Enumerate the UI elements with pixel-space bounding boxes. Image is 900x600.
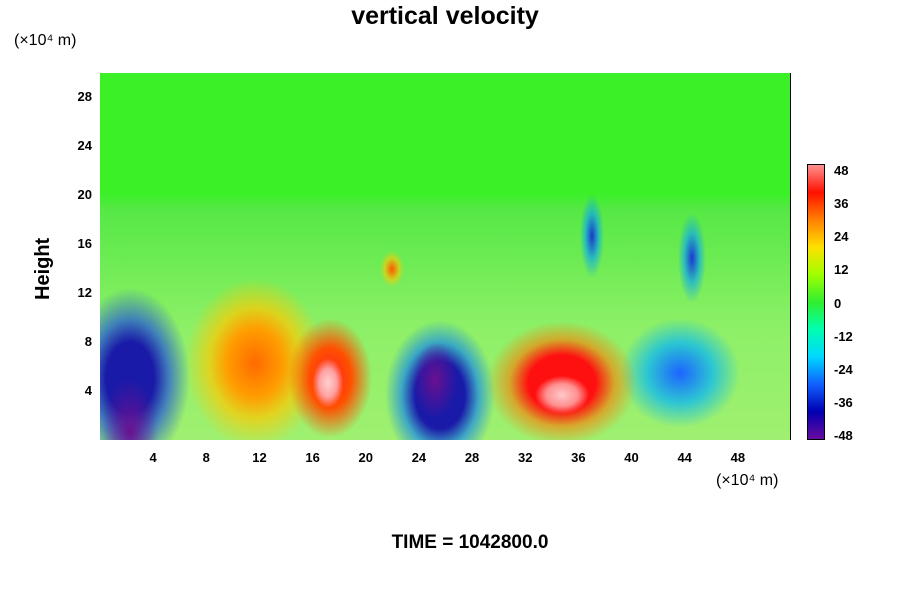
heatmap-plot — [100, 73, 791, 440]
chart-title: vertical velocity — [351, 2, 539, 30]
y-tick-label: 4 — [84, 383, 92, 399]
x-tick-label: 28 — [464, 450, 480, 465]
y-axis-unit: (×10⁴ m) — [14, 32, 77, 49]
x-tick-label: 12 — [252, 450, 267, 465]
x-tick-label: 8 — [202, 450, 210, 465]
x-tick-label: 16 — [305, 450, 320, 465]
colorbar-tick-label: -48 — [834, 428, 853, 443]
y-tick-label: 28 — [77, 89, 92, 105]
x-tick-label: 4 — [149, 450, 157, 465]
y-tick-label: 16 — [77, 236, 92, 252]
colorbar-tick-label: 48 — [834, 163, 849, 178]
colorbar-tick-label: -12 — [834, 328, 853, 344]
x-tick-label: 24 — [411, 450, 427, 465]
colorbar-tick-label: 36 — [834, 196, 849, 212]
colorbar-tick-label: 24 — [834, 229, 849, 245]
y-tick-label: 8 — [84, 334, 92, 350]
x-tick-label: 40 — [624, 450, 639, 465]
y-axis-label: Height — [32, 237, 54, 300]
plot-frame — [790, 73, 791, 440]
x-tick-label: 32 — [517, 450, 533, 465]
colorbar-tick-label: 12 — [834, 262, 849, 278]
x-tick-label: 36 — [571, 450, 586, 465]
y-tick-label: 20 — [77, 187, 92, 203]
colorbar — [807, 164, 825, 440]
y-tick-label: 24 — [77, 138, 92, 154]
x-tick-label: 48 — [730, 450, 746, 465]
x-tick-label: 44 — [677, 450, 692, 465]
colorbar-tick-label: 0 — [834, 295, 842, 311]
colorbar-tick-label: -36 — [834, 394, 853, 410]
y-tick-label: 12 — [77, 285, 92, 301]
colorbar-tick-label: -24 — [834, 361, 853, 377]
time-label: TIME = 1042800.0 — [391, 532, 549, 553]
x-tick-label: 20 — [358, 450, 373, 465]
x-axis-unit: (×10⁴ m) — [716, 472, 779, 489]
